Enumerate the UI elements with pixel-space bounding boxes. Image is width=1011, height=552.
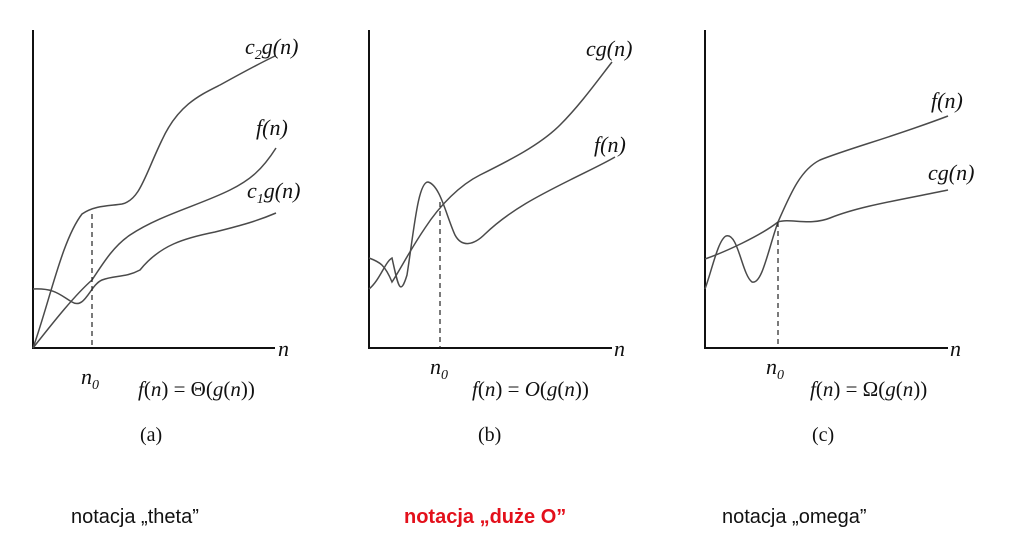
panel-b-x-label: n (614, 336, 625, 361)
panel-c-label-cg: cg(n) (928, 160, 974, 185)
panel-c-curve-f (704, 115, 949, 290)
panel-c-curve-cg (704, 189, 949, 260)
caption-theta: notacja „theta” (71, 506, 199, 528)
panel-b-label-cg: cg(n) (586, 36, 632, 61)
panel-b-axes (368, 30, 612, 349)
panel-c-axes (704, 30, 948, 349)
panel-a-curve-c1g (32, 212, 277, 305)
panel-a-formula: f(n) = Θ(g(n)) (138, 377, 255, 401)
panel-big-o: cg(n) f(n) n n0 f(n) = O(g(n)) (b) (368, 30, 632, 446)
panel-a-label-f: f(n) (256, 115, 288, 140)
panel-c-n0-label: n0 (766, 354, 784, 383)
caption-big-o: notacja „duże O” (404, 506, 567, 528)
panel-a-curve-f (32, 147, 277, 349)
panel-b-label-f: f(n) (594, 132, 626, 157)
panel-b-sublabel: (b) (478, 424, 501, 446)
panel-b-curve-f (368, 156, 616, 290)
panel-c-label-f: f(n) (931, 88, 963, 113)
panel-a-sublabel: (a) (140, 424, 162, 446)
panel-theta: c2g(n) f(n) c1g(n) n n0 f(n) = Θ(g(n)) (… (32, 30, 300, 446)
panel-b-n0-label: n0 (430, 354, 448, 383)
panel-a-x-label: n (278, 336, 289, 361)
panel-c-sublabel: (c) (812, 424, 834, 446)
panel-c-x-label: n (950, 336, 961, 361)
panel-a-n0-label: n0 (81, 364, 99, 393)
caption-omega: notacja „omega” (722, 506, 867, 528)
panel-a-label-c1g: c1g(n) (247, 178, 300, 207)
panel-omega: f(n) cg(n) n n0 f(n) = Ω(g(n)) (c) (704, 30, 974, 446)
panel-a-curve-c2g (32, 55, 276, 349)
panel-c-formula: f(n) = Ω(g(n)) (810, 377, 927, 401)
panel-b-curve-cg (368, 61, 613, 284)
panel-a-label-c2g: c2g(n) (245, 34, 298, 63)
panel-b-formula: f(n) = O(g(n)) (472, 377, 589, 401)
